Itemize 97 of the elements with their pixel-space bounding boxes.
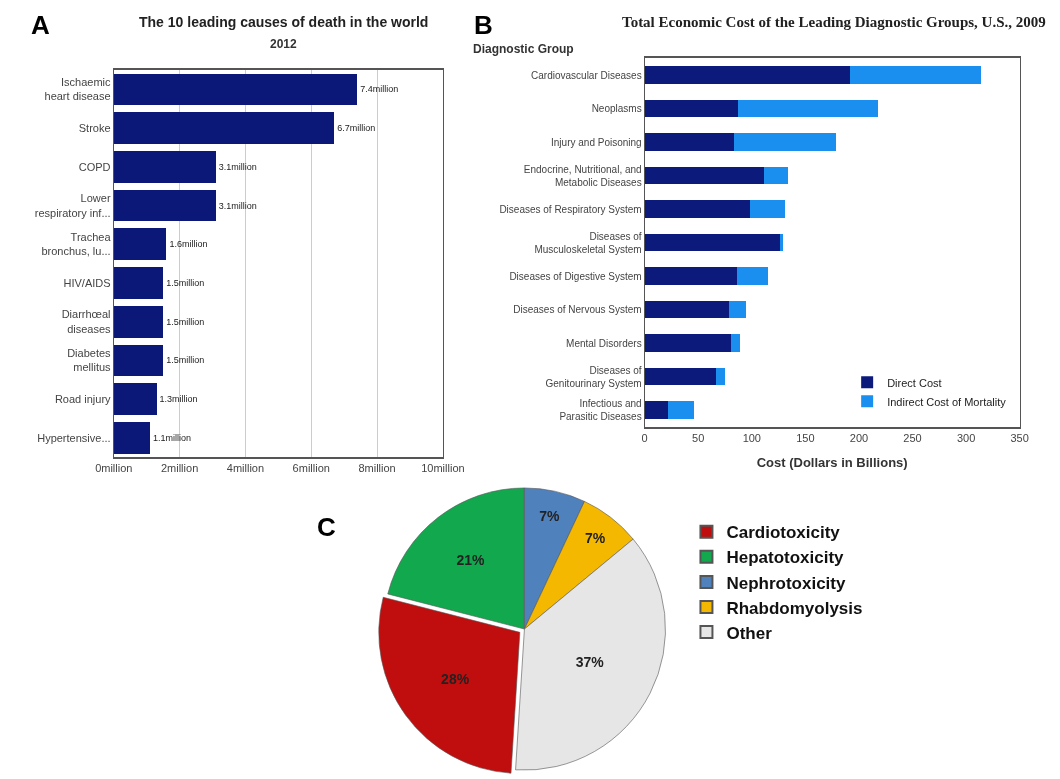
y-tick-label: Diabetes mellitus — [67, 347, 112, 374]
bar — [850, 66, 982, 84]
x-tick-label: 50 — [692, 431, 705, 444]
bar — [113, 305, 164, 338]
bar — [113, 189, 216, 222]
data-label: 1.6million — [169, 239, 208, 250]
data-label: 1.5million — [166, 316, 205, 327]
legend-label: Direct Cost — [887, 376, 942, 389]
chart-subtitle: 2012 — [270, 37, 298, 51]
x-tick-label: 4million — [226, 462, 265, 475]
x-tick-label: 300 — [956, 431, 976, 444]
y-tick-label: Diseases of Respiratory System — [499, 203, 642, 215]
y-tick-label: Diseases of Digestive System — [509, 270, 642, 282]
data-label: 7% — [585, 529, 606, 546]
data-label: 21% — [456, 551, 486, 568]
x-tick-label: 350 — [1010, 431, 1029, 444]
chart-title: Total Economic Cost of the Leading Diagnostic Groups, U.S., 2009 — [622, 14, 1046, 30]
x-tick-label: 0million — [95, 462, 133, 475]
bar — [644, 66, 851, 84]
y-tick-label: COPD — [78, 160, 111, 173]
x-tick-label: 8million — [358, 462, 396, 475]
y-tick-label: Diseases of Musculoskeletal System — [534, 230, 642, 255]
bar — [644, 367, 717, 386]
bar — [644, 267, 737, 285]
y-tick-label: Injury and Poisoning — [551, 136, 642, 148]
text: C — [317, 512, 336, 542]
legend-label: Hepatotoxicity — [726, 548, 845, 568]
y-tick-label: Neoplasms — [591, 103, 642, 115]
data-label: 1.5million — [166, 355, 205, 366]
y-tick-label: Ischaemic heart disease — [44, 76, 112, 103]
y-tick-label: Infectious and Parasitic Diseases — [559, 398, 642, 423]
data-label: 37% — [575, 654, 605, 671]
x-tick-label: 250 — [903, 431, 922, 444]
y-tick-label: Road injury — [54, 393, 112, 406]
legend-label: Rhabdomyolysis — [726, 598, 863, 618]
data-label: 1.3million — [159, 394, 198, 405]
y-tick-label: Stroke — [78, 122, 111, 135]
data-label: 1.5million — [166, 278, 205, 289]
bar — [644, 300, 730, 319]
y-tick-label: Hypertensive... — [37, 431, 111, 444]
bar — [113, 151, 216, 183]
bar — [113, 422, 150, 454]
data-label: 7% — [539, 508, 561, 525]
y-tick-label: Cardiovascular Diseases — [531, 69, 642, 81]
bar — [736, 267, 768, 285]
bar — [113, 73, 358, 106]
bar — [113, 228, 167, 261]
x-axis-title: Cost (Dollars in Billions) — [756, 454, 908, 470]
y-tick-label: Mental Disorders — [566, 337, 642, 349]
bar — [644, 133, 734, 151]
bar — [113, 267, 164, 299]
data-label: 3.1million — [218, 161, 257, 172]
data-label: 7.4million — [360, 84, 399, 95]
y-tick-label: Trachea bronchus, lu... — [41, 231, 112, 258]
legend-label: Cardiotoxicity — [726, 523, 841, 543]
bar — [729, 300, 747, 319]
x-tick-label: 6million — [292, 462, 330, 475]
bar — [113, 112, 335, 145]
bar — [113, 344, 164, 377]
bar — [644, 99, 738, 118]
legend-label: Indirect Cost of Mortality — [887, 395, 1007, 408]
data-label: 3.1million — [218, 200, 257, 211]
text: A — [31, 10, 50, 40]
x-tick-label: 0 — [641, 431, 648, 444]
y-tick-label: Endocrine, Nutritional, and Metabolic Diseases — [523, 163, 642, 188]
bar — [644, 200, 750, 218]
y-tick-label: Lower respiratory inf... — [34, 192, 111, 219]
legend-label: Other — [726, 623, 773, 643]
bar — [644, 334, 732, 352]
y-axis-title: Diagnostic Group — [473, 42, 574, 56]
x-tick-label: 2million — [160, 462, 199, 475]
text: B — [474, 10, 493, 40]
bar — [113, 383, 157, 416]
bar — [749, 200, 786, 218]
bar — [733, 133, 837, 151]
x-tick-label: 100 — [742, 431, 761, 444]
data-label: 28% — [441, 671, 470, 688]
legend-label: Nephrotoxicity — [726, 573, 847, 593]
data-label: 1.1million — [152, 432, 192, 443]
x-tick-label: 150 — [796, 431, 815, 444]
bar — [763, 166, 789, 185]
bar — [779, 233, 783, 252]
bar — [731, 334, 741, 352]
chart-title: The 10 leading causes of death in the world — [139, 14, 429, 30]
bar — [737, 99, 879, 118]
bar — [716, 367, 726, 386]
bar — [644, 233, 780, 252]
bar — [644, 166, 764, 185]
x-tick-label: 200 — [849, 431, 869, 444]
bar — [668, 401, 694, 419]
x-tick-label: 10million — [421, 462, 465, 475]
data-label: 6.7million — [337, 123, 376, 134]
y-tick-label: Diseases of Genitourinary System — [545, 364, 642, 389]
y-tick-label: HIV/AIDS — [63, 276, 111, 289]
y-tick-label: Diseases of Nervous System — [513, 304, 642, 316]
bar — [644, 401, 669, 419]
y-tick-label: Diarrhœal diseases — [61, 308, 112, 335]
